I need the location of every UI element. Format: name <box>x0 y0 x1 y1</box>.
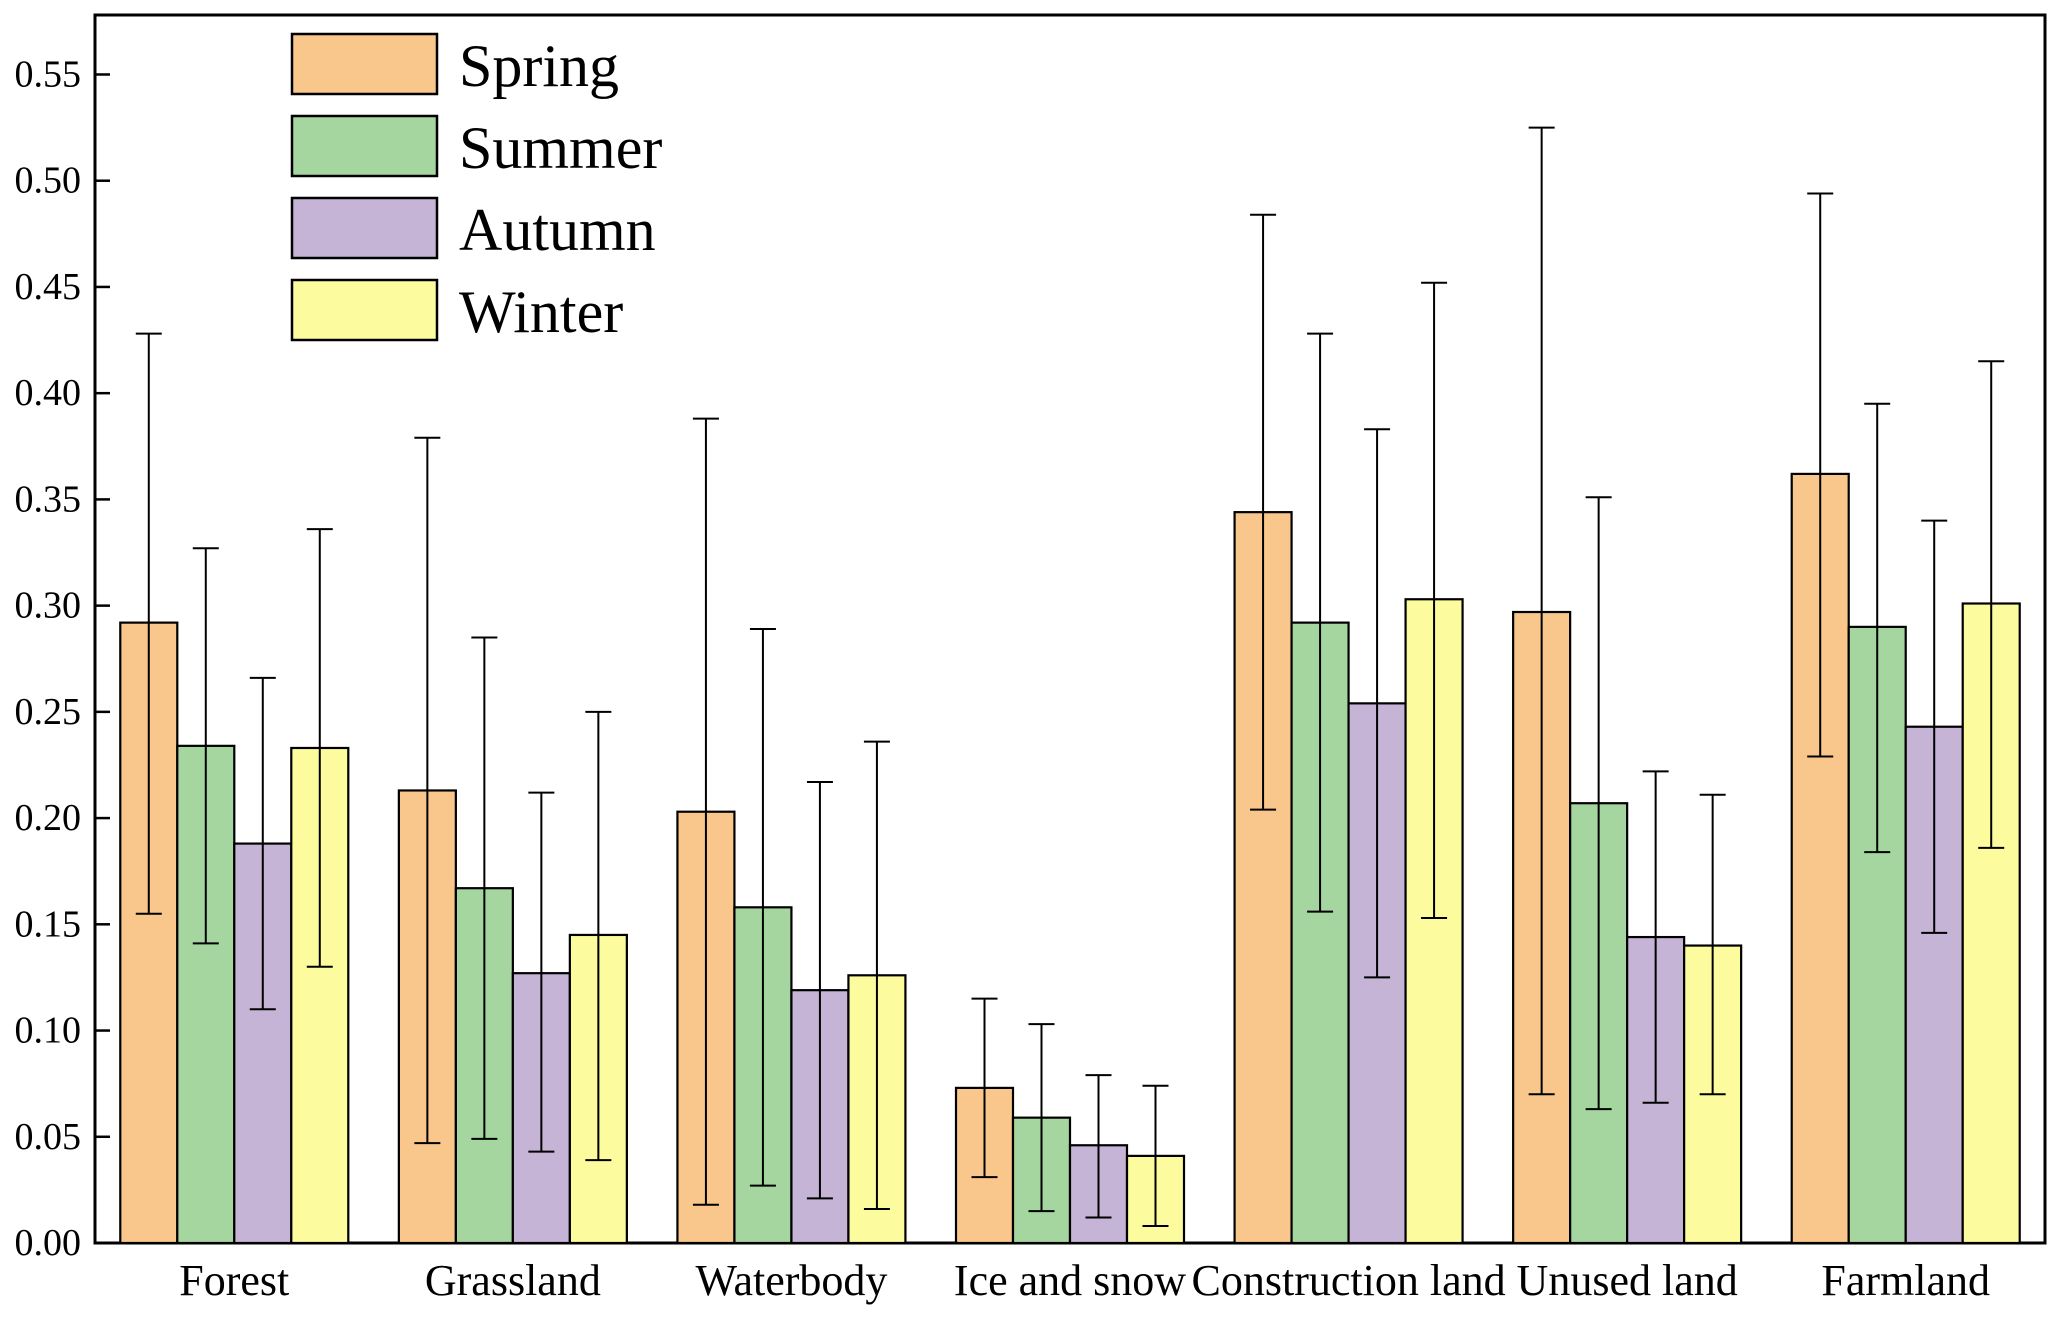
y-tick-label: 0.50 <box>15 160 82 202</box>
error-bar-winter-6 <box>1978 360 2005 849</box>
error-bar-winter-3 <box>1142 1084 1169 1228</box>
legend-entry-summer: Summer <box>290 114 662 181</box>
error-bar-autumn-0 <box>249 676 276 1011</box>
y-tick-label: 0.45 <box>15 266 82 308</box>
y-tick-label: 0.15 <box>15 903 82 945</box>
error-bar-summer-5 <box>1585 496 1612 1111</box>
error-bar-spring-4 <box>1250 213 1277 811</box>
y-tick-label: 0.05 <box>15 1116 82 1158</box>
error-bar-spring-0 <box>135 332 162 915</box>
error-bar-summer-1 <box>471 636 498 1140</box>
error-bar-summer-3 <box>1028 1023 1055 1213</box>
error-bar-winter-1 <box>585 710 612 1162</box>
y-tick-label: 0.30 <box>15 585 82 627</box>
error-bar-winter-5 <box>1699 793 1726 1096</box>
x-axis-label: Ice and snow <box>954 1256 1186 1305</box>
error-bar-autumn-1 <box>528 791 555 1153</box>
error-bar-summer-6 <box>1864 402 1891 854</box>
x-axis-label: Waterbody <box>695 1256 887 1305</box>
x-axis-label: Farmland <box>1821 1256 1990 1305</box>
error-bar-winter-2 <box>863 740 890 1211</box>
y-tick-label: 0.00 <box>15 1222 82 1264</box>
y-tick-label: 0.10 <box>15 1010 82 1052</box>
error-bar-summer-4 <box>1307 332 1334 913</box>
x-axis-label: Grassland <box>425 1256 601 1305</box>
error-bar-winter-0 <box>306 528 333 968</box>
legend-swatch-winter <box>290 278 439 342</box>
legend-swatch-summer <box>290 114 439 178</box>
error-bar-spring-6 <box>1807 192 1834 758</box>
x-axis-label: Construction land <box>1192 1256 1506 1305</box>
error-bar-autumn-2 <box>806 780 833 1200</box>
error-bar-winter-4 <box>1421 281 1448 919</box>
error-bar-spring-3 <box>971 997 998 1179</box>
error-bar-autumn-3 <box>1085 1074 1112 1219</box>
error-bar-summer-2 <box>749 628 776 1187</box>
error-bar-spring-2 <box>692 417 719 1206</box>
error-bar-spring-5 <box>1528 126 1555 1096</box>
legend-swatch-autumn <box>290 196 439 260</box>
x-axis-label: Forest <box>179 1256 289 1305</box>
legend-entry-winter: Winter <box>290 278 623 345</box>
error-bar-spring-1 <box>414 436 441 1145</box>
x-axis-label: Unused land <box>1517 1256 1738 1305</box>
error-bar-autumn-4 <box>1364 428 1391 979</box>
legend-label-spring: Spring <box>459 33 619 99</box>
legend-entry-autumn: Autumn <box>290 196 656 263</box>
legend-label-autumn: Autumn <box>459 197 656 263</box>
y-tick-label: 0.55 <box>15 53 82 95</box>
legend-swatch-spring <box>290 32 439 96</box>
legend-label-summer: Summer <box>459 115 662 181</box>
error-bar-summer-0 <box>192 547 219 945</box>
legend-entry-spring: Spring <box>290 32 619 99</box>
y-tick-label: 0.20 <box>15 797 82 839</box>
error-bar-autumn-6 <box>1921 519 1948 934</box>
y-tick-label: 0.35 <box>15 478 82 520</box>
y-tick-label: 0.25 <box>15 691 82 733</box>
error-bar-autumn-5 <box>1642 770 1669 1104</box>
y-tick-label: 0.40 <box>15 372 82 414</box>
legend-label-winter: Winter <box>459 279 623 345</box>
